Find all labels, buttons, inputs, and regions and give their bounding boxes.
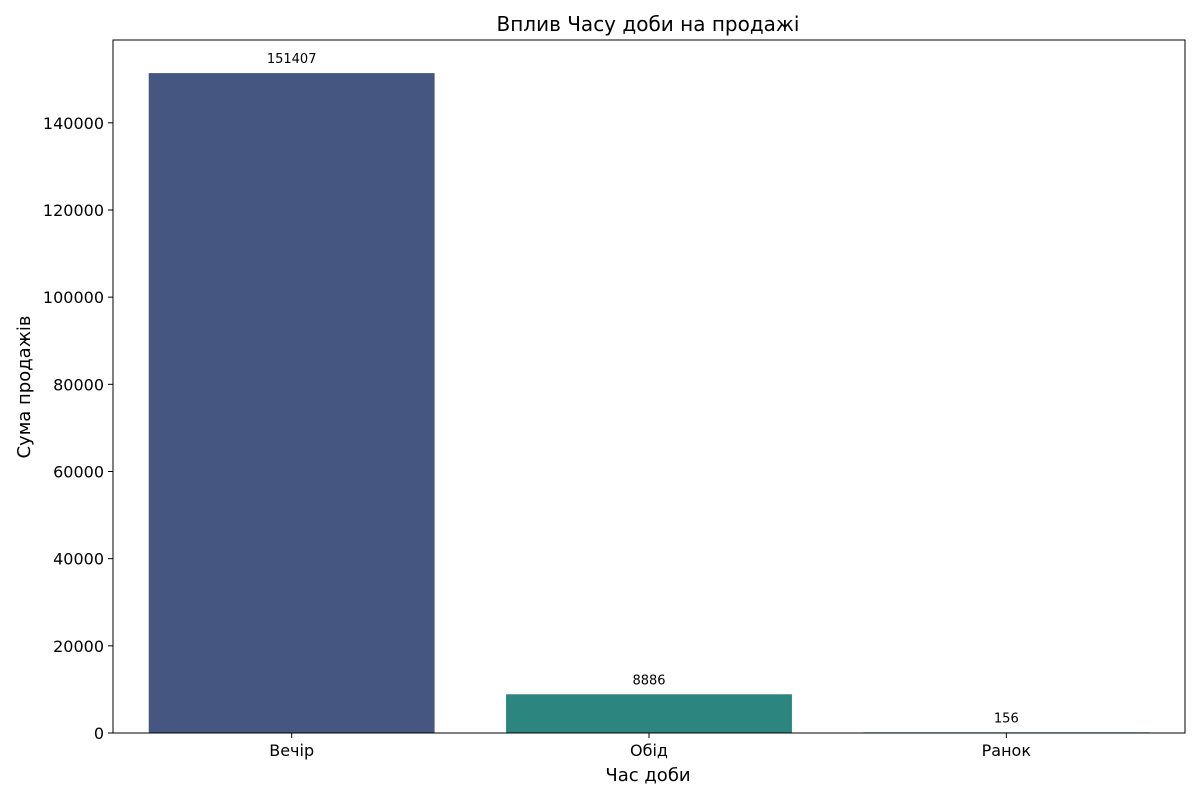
y-tick-label: 100000 [43, 288, 104, 307]
y-tick-label: 20000 [53, 637, 104, 656]
y-tick-label: 40000 [53, 550, 104, 569]
bar [148, 73, 435, 734]
x-tick-label: Обід [630, 741, 668, 760]
y-tick-label: 80000 [53, 375, 104, 394]
x-tick-label: Ранок [982, 741, 1032, 760]
y-axis-label: Сума продажів [14, 315, 35, 458]
y-tick-label: 120000 [43, 201, 104, 220]
y-tick-label: 140000 [43, 114, 104, 133]
data-label: 151407 [267, 52, 317, 67]
bar [506, 694, 792, 733]
plot-area: 151407 Вечір 8886 Обід 156 Ранок 0 20000 40000 60… [43, 39, 1186, 760]
plot-frame [112, 39, 1186, 734]
y-tick-label: 0 [94, 724, 104, 743]
x-tick-label: Вечір [269, 741, 314, 760]
data-label: 8886 [632, 673, 665, 688]
y-tick-label: 60000 [53, 462, 104, 481]
chart-title: Вплив Часу доби на продажі [497, 12, 800, 36]
data-label: 156 [994, 711, 1019, 726]
x-axis-label: Час доби [605, 765, 690, 786]
